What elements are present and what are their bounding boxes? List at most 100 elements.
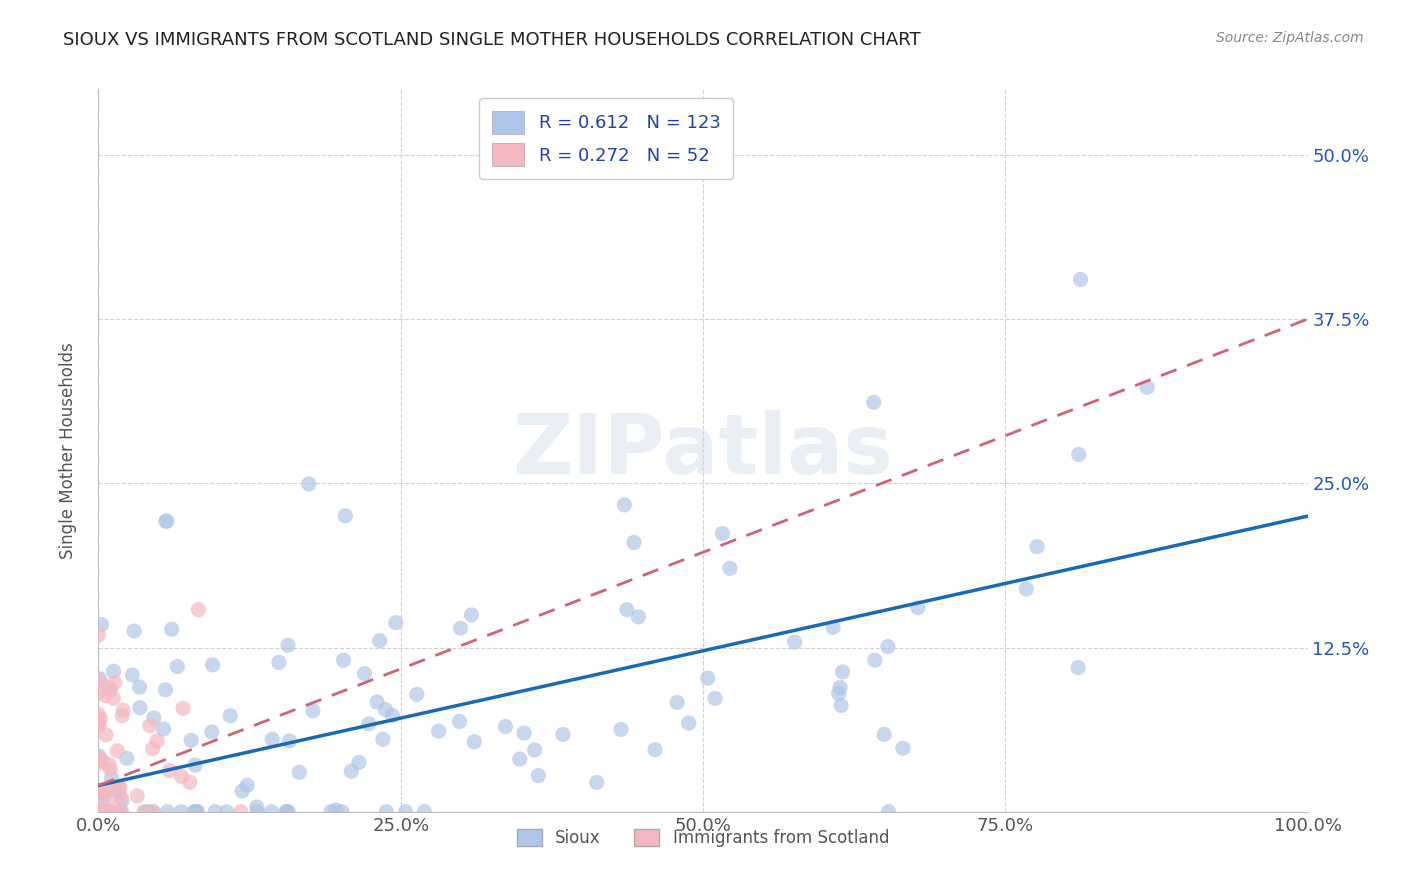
Point [89, 805, 111, 819]
Point [156, 514, 179, 528]
Point [330, 805, 353, 819]
Point [87, 673, 110, 687]
Point [152, 722, 174, 736]
Point [142, 711, 165, 725]
Point [103, 665, 125, 679]
Point [108, 779, 131, 793]
Point [97, 783, 120, 797]
Point [121, 668, 143, 682]
Point [862, 395, 884, 409]
Point [623, 535, 645, 549]
Legend: Sioux, Immigrants from Scotland: Sioux, Immigrants from Scotland [510, 822, 896, 854]
Point [231, 784, 253, 798]
Point [89, 718, 111, 732]
Point [132, 805, 155, 819]
Point [94, 689, 117, 703]
Point [91, 754, 114, 768]
Text: SIOUX VS IMMIGRANTS FROM SCOTLAND SINGLE MOTHER HOUSEHOLDS CORRELATION CHART: SIOUX VS IMMIGRANTS FROM SCOTLAND SINGLE… [63, 31, 921, 49]
Point [246, 800, 269, 814]
Point [160, 622, 183, 636]
Point [129, 700, 152, 714]
Point [678, 716, 700, 731]
Point [276, 805, 298, 819]
Point [87, 748, 110, 763]
Point [831, 665, 853, 679]
Point [87, 800, 110, 814]
Point [262, 732, 284, 747]
Point [204, 805, 226, 819]
Point [90, 805, 112, 819]
Point [108, 780, 131, 795]
Point [325, 803, 347, 817]
Point [97, 794, 120, 808]
Point [704, 691, 727, 706]
Point [319, 805, 342, 819]
Point [460, 607, 482, 622]
Point [711, 526, 734, 541]
Point [644, 742, 666, 756]
Point [87, 715, 110, 730]
Point [830, 698, 852, 713]
Point [371, 732, 394, 747]
Point [180, 733, 202, 747]
Point [93, 782, 115, 797]
Point [100, 682, 122, 697]
Point [108, 805, 131, 819]
Point [142, 741, 165, 756]
Point [513, 726, 536, 740]
Point [375, 805, 398, 819]
Point [146, 734, 169, 748]
Point [1067, 447, 1090, 461]
Point [110, 790, 132, 805]
Point [1136, 380, 1159, 394]
Point [103, 691, 125, 706]
Point [353, 666, 375, 681]
Point [166, 659, 188, 673]
Point [876, 640, 898, 654]
Point [873, 727, 896, 741]
Point [87, 628, 110, 642]
Point [527, 768, 550, 782]
Text: Source: ZipAtlas.com: Source: ZipAtlas.com [1216, 31, 1364, 45]
Point [201, 725, 224, 739]
Point [267, 656, 290, 670]
Point [394, 805, 416, 819]
Point [201, 657, 224, 672]
Point [91, 805, 114, 819]
Text: ZIPatlas: ZIPatlas [513, 410, 893, 491]
Point [463, 735, 485, 749]
Point [276, 805, 298, 819]
Point [718, 561, 741, 575]
Point [155, 682, 177, 697]
Point [783, 635, 806, 649]
Point [87, 805, 110, 819]
Point [863, 653, 886, 667]
Point [159, 764, 181, 778]
Point [236, 778, 259, 792]
Point [288, 765, 311, 780]
Point [100, 805, 122, 819]
Point [89, 805, 111, 819]
Point [111, 793, 134, 807]
Point [142, 805, 165, 819]
Point [170, 769, 193, 783]
Point [184, 805, 207, 819]
Point [87, 685, 110, 699]
Point [112, 703, 135, 717]
Point [891, 741, 914, 756]
Point [98, 762, 121, 776]
Point [229, 805, 252, 819]
Point [187, 602, 209, 616]
Point [93, 790, 115, 805]
Point [87, 805, 110, 819]
Point [907, 600, 929, 615]
Point [366, 695, 388, 709]
Point [298, 477, 321, 491]
Point [495, 720, 517, 734]
Point [509, 752, 531, 766]
Point [1069, 272, 1091, 286]
Point [94, 805, 117, 819]
Point [108, 805, 131, 819]
Point [610, 723, 633, 737]
Point [585, 775, 607, 789]
